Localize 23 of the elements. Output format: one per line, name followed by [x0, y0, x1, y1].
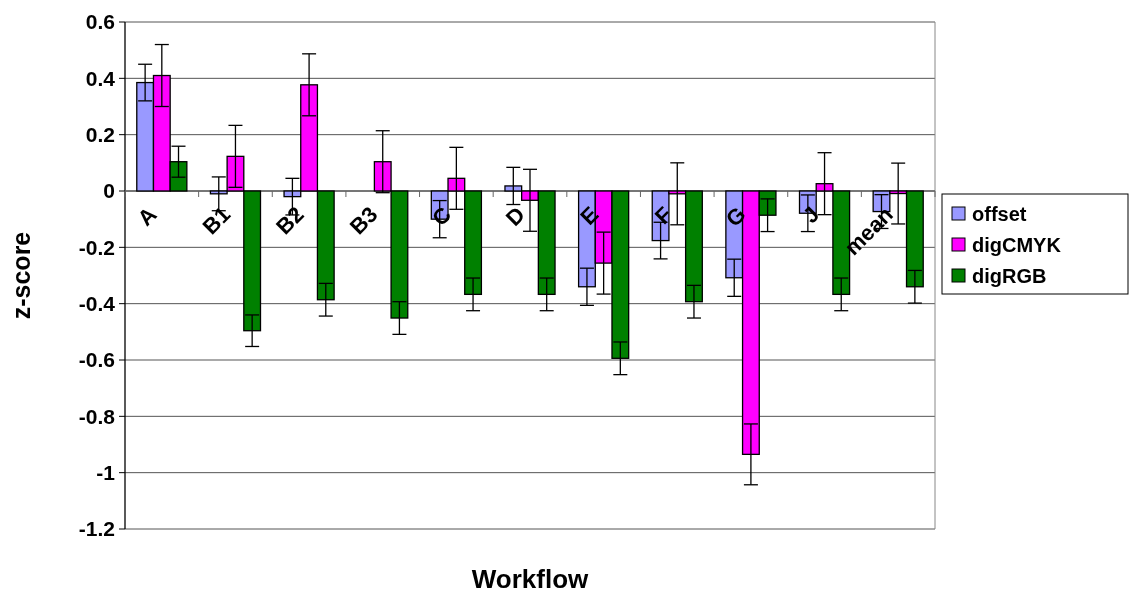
legend-label: digCMYK [972, 234, 1062, 256]
legend-label: offset [972, 203, 1027, 225]
x-tick-label: B2 [271, 201, 309, 240]
y-tick-label: -0.4 [78, 292, 116, 316]
x-axis-title: Workflow [471, 564, 590, 594]
x-tick-label: D [500, 201, 530, 231]
x-tick-label: B1 [197, 201, 236, 240]
x-tick-label: B3 [344, 201, 383, 240]
y-axis-title: z-score [7, 231, 35, 320]
y-tick-label: 0.4 [85, 66, 116, 90]
legend-label: digRGB [972, 265, 1047, 287]
x-tick-label: E [575, 201, 604, 230]
y-tick-label: -0.8 [78, 404, 116, 428]
y-tick-label: 0.6 [85, 10, 115, 34]
y-tick-label: -1.2 [78, 517, 115, 541]
y-tick-label: -1 [96, 461, 116, 485]
y-tick-label: 0.2 [85, 123, 115, 147]
x-tick-label: F [649, 201, 677, 229]
x-tick-label: A [132, 201, 162, 231]
y-tick-label: 0 [103, 179, 115, 203]
y-tick-label: -0.6 [78, 348, 115, 372]
y-tick-label: -0.2 [78, 235, 115, 259]
x-tick-label: J [797, 201, 825, 229]
